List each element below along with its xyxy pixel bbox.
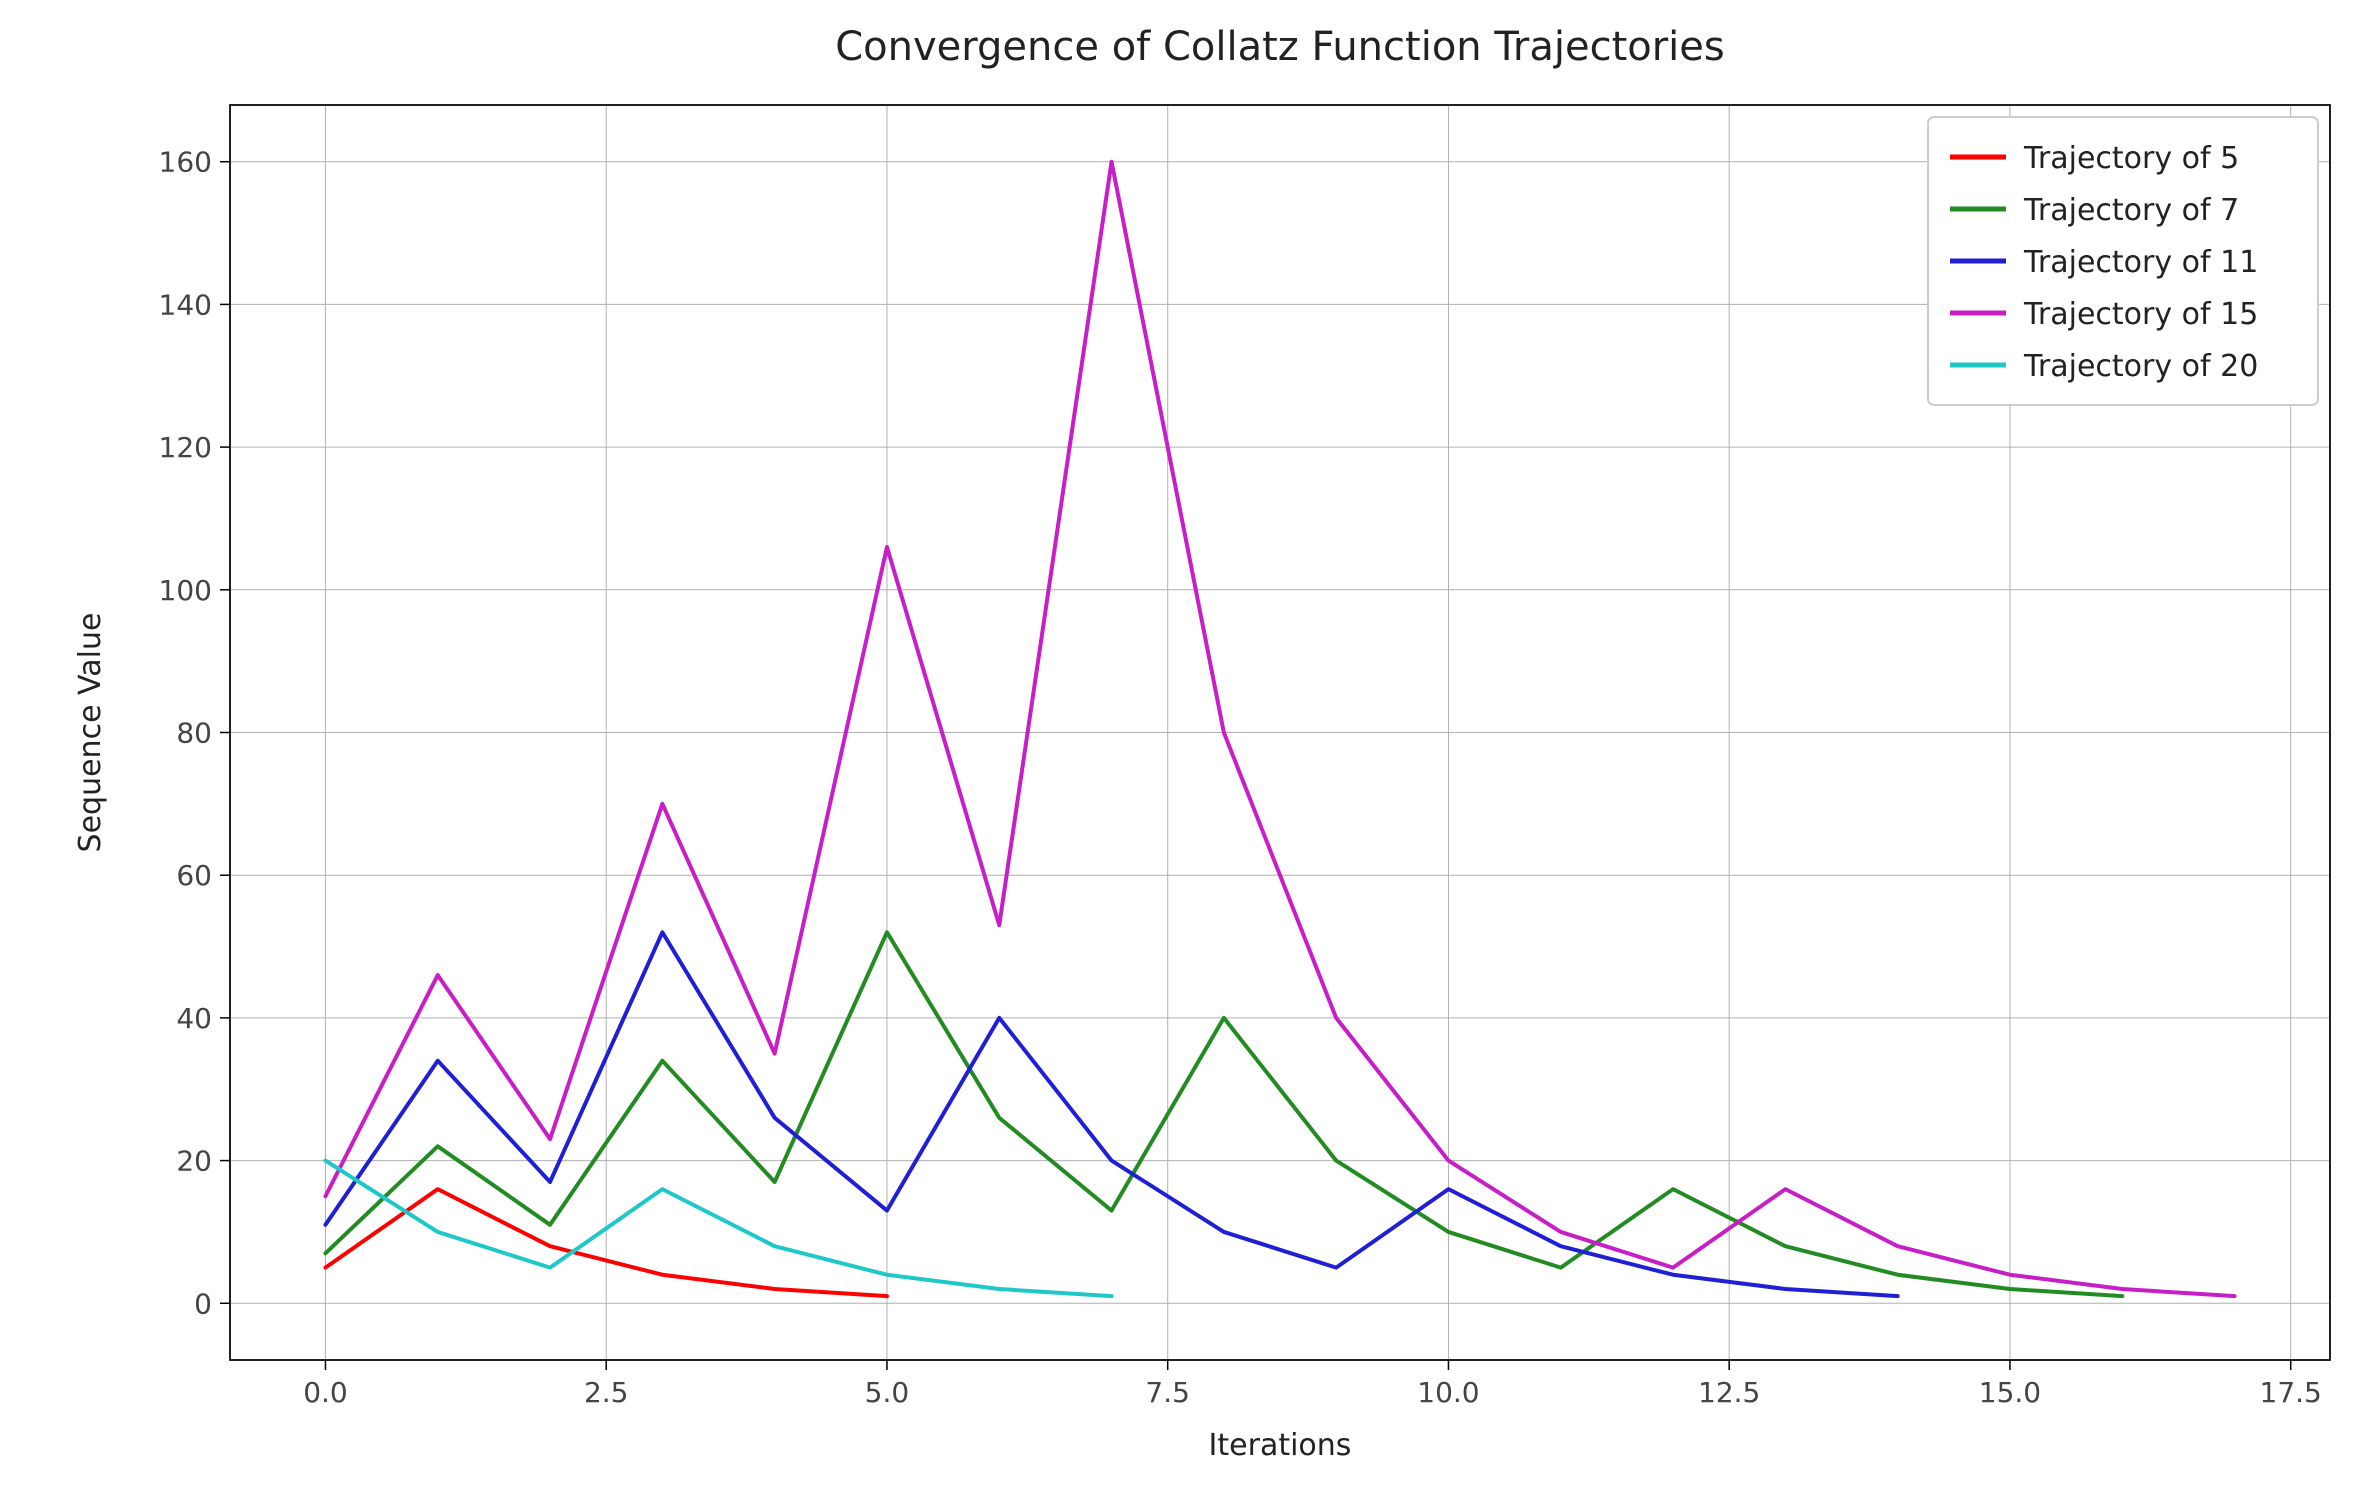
legend-label: Trajectory of 5 [2023,141,2239,176]
y-tick-label: 60 [176,859,212,892]
legend-label: Trajectory of 20 [2023,349,2258,384]
y-tick-label: 120 [159,431,212,464]
chart-title: Convergence of Collatz Function Trajecto… [835,24,1725,70]
x-tick-label: 7.5 [1145,1376,1190,1409]
legend: Trajectory of 5 Trajectory of 7 Trajectory… [1928,117,2318,405]
y-tick-label: 160 [159,146,212,179]
chart-svg: 0.0 2.5 5.0 7.5 10.0 12.5 15.0 17.5 0 20 40 60 80 100… [0,0,2375,1507]
collatz-chart: 0.0 2.5 5.0 7.5 10.0 12.5 15.0 17.5 0 20 40 60 80 100… [0,0,2375,1507]
y-axis-label: Sequence Value [73,613,108,853]
y-tick-label: 100 [159,574,212,607]
y-tick-label: 40 [176,1002,212,1035]
x-axis-label: Iterations [1209,1428,1352,1463]
x-tick-label: 17.5 [2260,1376,2322,1409]
y-tick-label: 20 [176,1145,212,1178]
y-tick-label: 140 [159,288,212,321]
x-tick-label: 15.0 [1979,1376,2041,1409]
legend-label: Trajectory of 15 [2023,297,2258,332]
x-tick-label: 10.0 [1417,1376,1479,1409]
y-tick-label: 80 [176,717,212,750]
x-tick-label: 2.5 [584,1376,629,1409]
legend-label: Trajectory of 11 [2023,245,2258,280]
x-tick-label: 0.0 [303,1376,348,1409]
x-tick-label: 12.5 [1698,1376,1760,1409]
legend-label: Trajectory of 7 [2023,193,2239,228]
y-tick-label: 0 [194,1287,212,1320]
x-tick-label: 5.0 [865,1376,910,1409]
